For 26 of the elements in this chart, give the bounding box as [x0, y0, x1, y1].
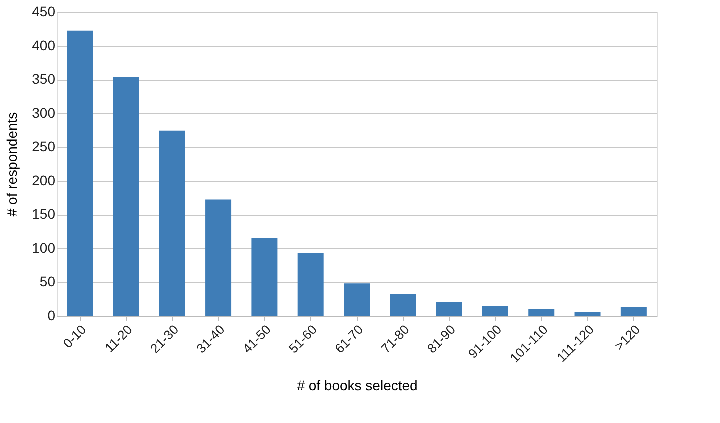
y-tick-label: 400 — [32, 37, 56, 54]
bar — [482, 306, 508, 316]
y-tick-label: 300 — [32, 104, 56, 121]
bar — [436, 302, 462, 316]
y-tick-label: 150 — [32, 206, 56, 222]
y-tick-label: 450 — [32, 4, 56, 20]
y-tick-label: 0 — [48, 308, 56, 324]
bar — [574, 312, 601, 316]
bar — [298, 253, 324, 316]
bar — [620, 307, 647, 316]
bar — [206, 200, 232, 316]
bar — [113, 78, 140, 316]
y-axis-title: # of respondents — [4, 112, 20, 217]
bar — [67, 30, 94, 316]
y-tick-label: 200 — [32, 172, 56, 188]
y-tick-label: 100 — [32, 240, 56, 256]
bar — [159, 130, 186, 316]
y-tick-label: 350 — [32, 71, 56, 88]
bar — [252, 238, 278, 316]
x-tick-label: 0-10 — [60, 322, 90, 352]
x-axis-title: # of books selected — [297, 378, 418, 394]
bar — [390, 294, 416, 316]
y-tick-label: 250 — [32, 138, 56, 155]
y-tick-label: 50 — [40, 274, 56, 290]
bar — [344, 284, 370, 316]
bar — [528, 309, 555, 316]
